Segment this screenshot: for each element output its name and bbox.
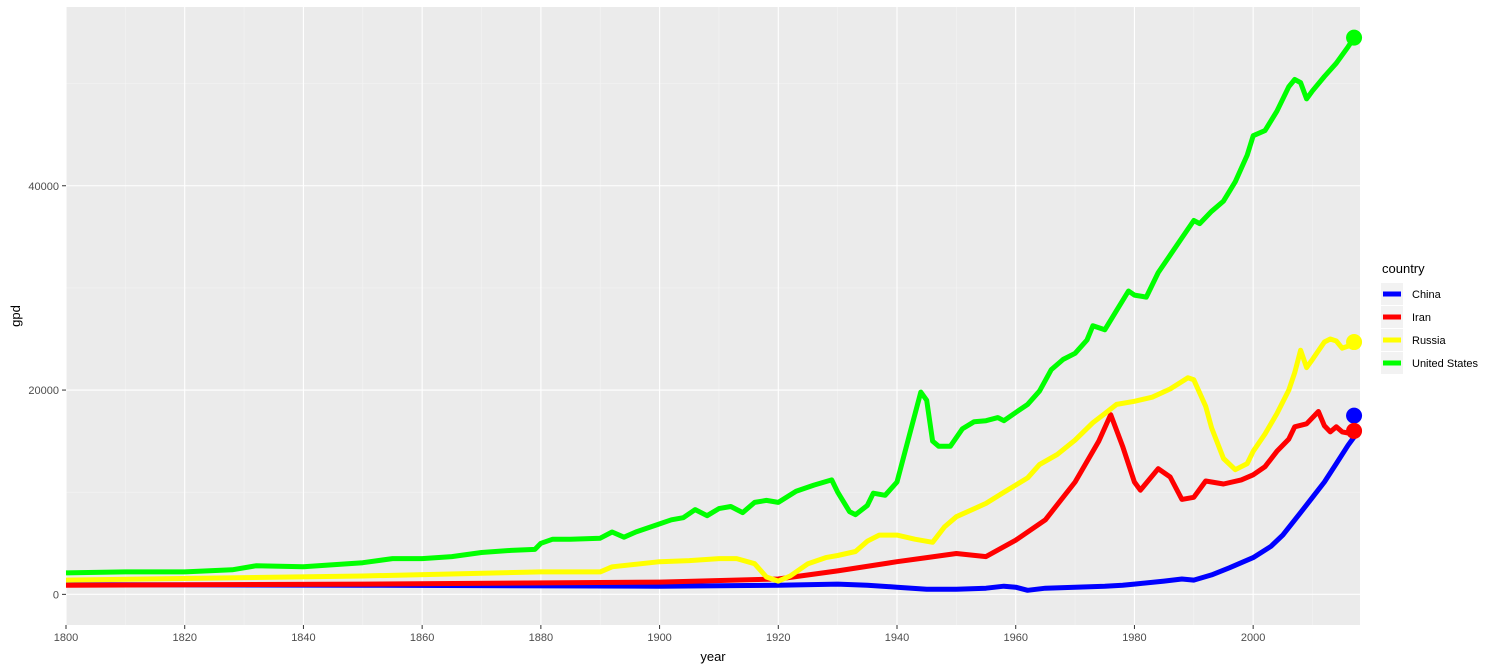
series-line-2 — [65, 336, 1356, 584]
x-tick-label: 1940 — [885, 632, 909, 644]
series-end-point-3 — [1346, 29, 1363, 46]
y-tick-label: 20000 — [28, 385, 59, 397]
y-tick-label: 0 — [53, 589, 59, 601]
x-tick-label: 1920 — [766, 632, 790, 644]
x-tick-label: 1980 — [1122, 632, 1146, 644]
x-tick-label: 1960 — [1003, 632, 1027, 644]
series-end-point-1 — [1346, 422, 1363, 439]
x-axis-title: year — [700, 649, 726, 664]
legend-label-3: United States — [1412, 358, 1479, 370]
legend-label-0: China — [1412, 289, 1442, 301]
series-line-0 — [65, 435, 1357, 593]
x-tick-label: 1860 — [410, 632, 434, 644]
x-tick-label: 1900 — [647, 632, 671, 644]
series-layer — [65, 29, 1363, 593]
minor-grid — [66, 7, 1360, 625]
legend-label-1: Iran — [1412, 312, 1431, 324]
legend-label-2: Russia — [1412, 335, 1447, 347]
major-grid — [65, 7, 1360, 625]
legend-title: country — [1382, 261, 1425, 276]
plot-panel — [66, 7, 1360, 625]
legend: country China Iran Russia United States — [1381, 261, 1479, 374]
axes-layer: 1800 1820 1840 1860 1880 1900 1920 1940 1960 1980… — [28, 181, 1265, 644]
y-tick-label: 40000 — [28, 181, 59, 193]
y-axis-title: gpd — [8, 305, 23, 327]
series-end-point-2 — [1346, 334, 1363, 351]
x-tick-label: 1820 — [172, 632, 196, 644]
series-line-1 — [65, 409, 1355, 588]
x-tick-label: 1840 — [291, 632, 315, 644]
x-tick-label: 1800 — [54, 632, 78, 644]
series-end-point-0 — [1346, 407, 1363, 424]
series-line-3 — [65, 36, 1357, 576]
x-tick-label: 1880 — [529, 632, 553, 644]
x-tick-label: 2000 — [1241, 632, 1265, 644]
